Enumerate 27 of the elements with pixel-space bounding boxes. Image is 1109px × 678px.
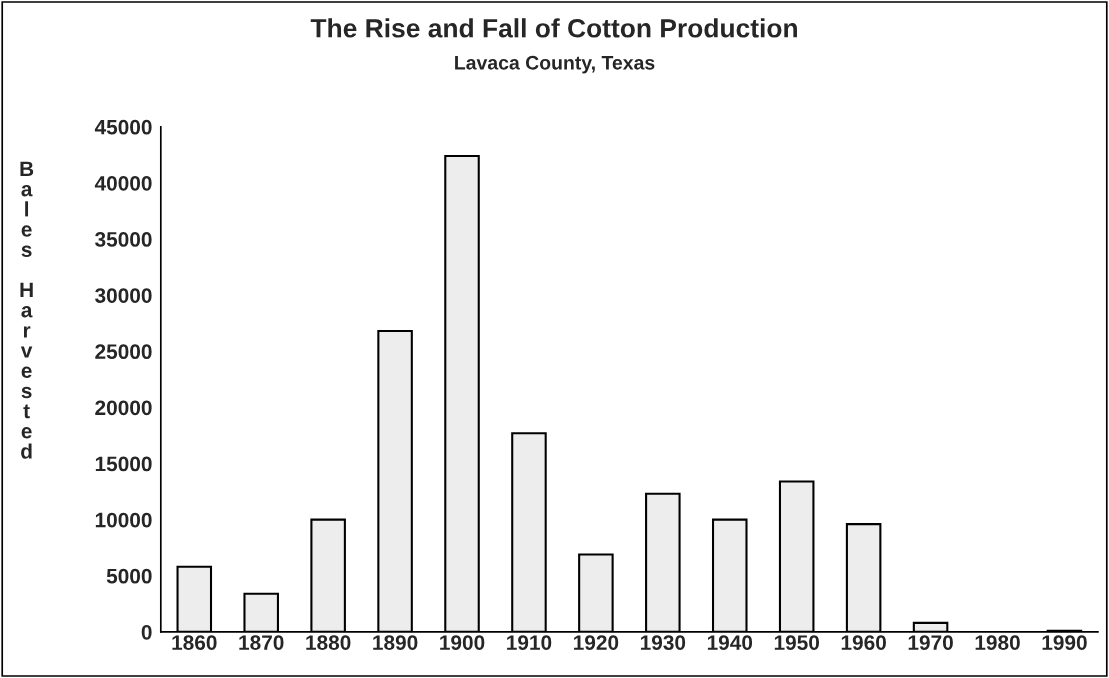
y-tick-label: 35000: [95, 232, 152, 247]
y-tick-label: 20000: [95, 400, 152, 416]
x-tick-label: 1940: [707, 635, 753, 650]
x-tick-label: 1910: [507, 635, 552, 650]
y-tick-label: 40000: [94, 175, 152, 191]
chart-subtitle: Lavaca County, Texas: [455, 55, 655, 74]
y-tick-label: 10000: [95, 512, 152, 528]
x-tick-label: 1970: [908, 635, 953, 650]
x-tick-label: 1960: [841, 635, 886, 650]
y-tick-label: 30000: [95, 288, 152, 303]
x-tick-label: 1990: [1042, 635, 1087, 650]
x-tick-label: 1880: [306, 635, 351, 650]
y-tick-label: 5000: [106, 568, 152, 584]
x-tick-label: 1950: [774, 635, 820, 650]
x-tick-label: 1980: [975, 635, 1020, 650]
text: Bales Harvested: [20, 161, 34, 459]
x-tick-label: 1860: [172, 635, 217, 650]
chart-title: The Rise and Fall of Cotton Production: [310, 18, 797, 38]
x-tick-label: 1930: [640, 635, 686, 651]
x-tick-label: 1900: [440, 635, 485, 650]
y-tick-label: 0: [141, 624, 152, 640]
x-tick-label: 1920: [574, 635, 619, 650]
y-tick-label: 25000: [95, 344, 152, 360]
y-tick-label: 45000: [94, 119, 152, 135]
x-tick-label: 1870: [239, 635, 284, 650]
x-tick-label: 1890: [373, 635, 418, 650]
y-tick-label: 15000: [95, 456, 152, 472]
